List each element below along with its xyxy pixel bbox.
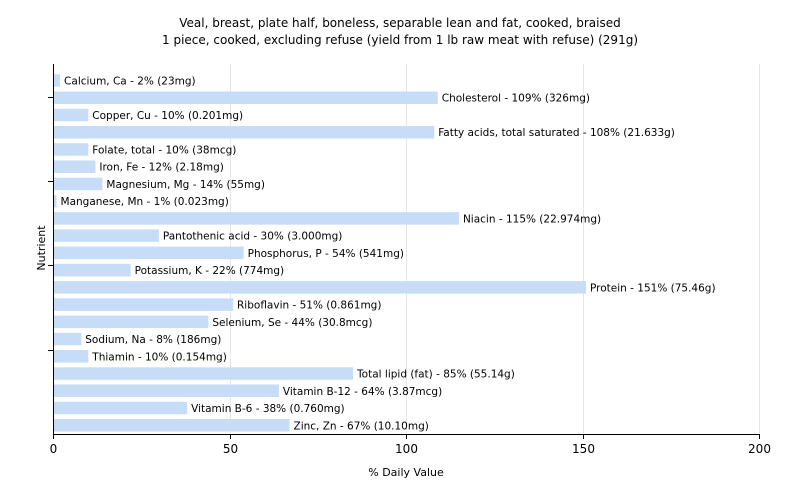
bar-label: Thiamin - 10% (0.154mg) [91, 351, 227, 363]
bar [54, 246, 244, 260]
bar [54, 143, 89, 156]
bar [54, 401, 188, 415]
bar-label: Zinc, Zn - 67% (10.10mg) [294, 420, 429, 432]
bar-label: Fatty acids, total saturated - 108% (21.… [438, 127, 675, 139]
bar [54, 350, 89, 363]
bar [54, 419, 290, 432]
bar-label: Vitamin B-12 - 64% (3.87mcg) [283, 386, 442, 398]
bar [54, 212, 459, 225]
chart-title: Veal, breast, plate half, boneless, sepa… [179, 16, 621, 30]
bar [54, 281, 587, 294]
bar-label: Sodium, Na - 8% (186mg) [85, 334, 221, 346]
bar [54, 125, 435, 139]
bar [54, 229, 159, 242]
bar-label: Folate, total - 10% (38mcg) [92, 144, 236, 156]
bar-label: Vitamin B-6 - 38% (0.760mg) [191, 403, 345, 415]
bar-label: Copper, Cu - 10% (0.201mg) [92, 110, 243, 122]
bar [54, 177, 103, 191]
bar [54, 384, 279, 398]
bar-label: Total lipid (fat) - 85% (55.14g) [356, 369, 515, 381]
x-tick-label: 50 [223, 442, 238, 456]
bar [54, 194, 57, 208]
bar-label: Phosphorus, P - 54% (541mg) [248, 248, 404, 260]
bar [54, 315, 209, 329]
bar-label: Niacin - 115% (22.974mg) [463, 213, 601, 225]
bar-label: Iron, Fe - 12% (2.18mg) [99, 162, 223, 174]
bar [54, 160, 96, 173]
bar [54, 332, 82, 346]
chart-subtitle: 1 piece, cooked, excluding refuse (yield… [162, 33, 638, 47]
bar [54, 74, 61, 87]
bars: Calcium, Ca - 2% (23mg) Cholesterol - 109… [54, 74, 716, 432]
bar [54, 91, 438, 104]
x-axis-title: % Daily Value [368, 466, 444, 479]
x-tick-label: 100 [395, 442, 418, 456]
bar [54, 298, 234, 311]
bar-label: Protein - 151% (75.46g) [590, 282, 716, 294]
bar [54, 108, 89, 122]
bar-label: Cholesterol - 109% (326mg) [442, 93, 590, 105]
x-tick-label: 0 [50, 442, 58, 456]
axes: 0 50 100 150 200 [48, 64, 771, 456]
y-axis-title: Nutrient [35, 225, 48, 271]
bar-label: Manganese, Mn - 1% (0.023mg) [61, 196, 229, 208]
x-tick-label: 150 [572, 442, 595, 456]
bar-label: Magnesium, Mg - 14% (55mg) [106, 179, 265, 191]
x-tick-label: 200 [748, 442, 771, 456]
bar [54, 263, 131, 277]
bar-label: Selenium, Se - 44% (30.8mcg) [212, 317, 372, 329]
bar-label: Riboflavin - 51% (0.861mg) [237, 300, 381, 312]
bar-label: Calcium, Ca - 2% (23mg) [64, 76, 196, 88]
bar-label: Pantothenic acid - 30% (3.000mg) [163, 231, 342, 243]
bar-label: Potassium, K - 22% (774mg) [135, 265, 285, 277]
bar [54, 367, 354, 380]
